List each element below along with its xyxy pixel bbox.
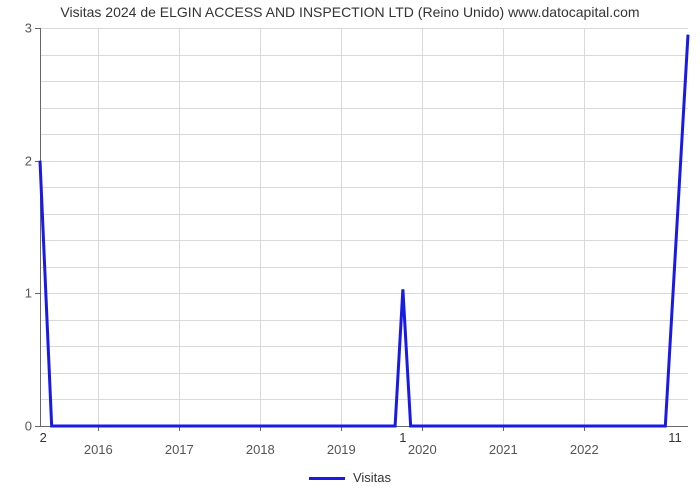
data-annotation: 1 [399,430,406,445]
line-series [40,28,688,426]
data-annotation: 11 [668,430,682,445]
legend: Visitas [0,470,700,485]
ytick-label: 2 [4,153,32,168]
xtick-label: 2022 [570,442,599,457]
plot-area: 012320162017201820192020202120222111 [40,28,688,426]
ytick-label: 1 [4,286,32,301]
legend-swatch [309,477,345,480]
chart-title: Visitas 2024 de ELGIN ACCESS AND INSPECT… [0,4,700,20]
xtick-label: 2016 [84,442,113,457]
xtick-label: 2018 [246,442,275,457]
ytick-label: 0 [4,419,32,434]
xtick-label: 2017 [165,442,194,457]
xtick-label: 2021 [489,442,518,457]
ytick-mark [35,426,40,427]
data-annotation: 2 [40,430,47,445]
xtick-label: 2020 [408,442,437,457]
xtick-label: 2019 [327,442,356,457]
legend-label: Visitas [353,470,391,485]
ytick-label: 3 [4,21,32,36]
